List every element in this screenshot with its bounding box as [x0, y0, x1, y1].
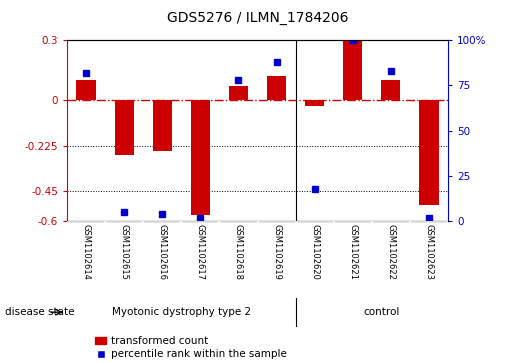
Text: GSM1102616: GSM1102616 — [158, 224, 167, 280]
Text: GSM1102623: GSM1102623 — [424, 224, 434, 280]
Text: GSM1102618: GSM1102618 — [234, 224, 243, 280]
Bar — [153, 101, 172, 151]
Legend: transformed count, percentile rank within the sample: transformed count, percentile rank withi… — [91, 332, 291, 363]
Bar — [305, 101, 324, 106]
Text: GSM1102617: GSM1102617 — [196, 224, 205, 280]
Text: GDS5276 / ILMN_1784206: GDS5276 / ILMN_1784206 — [167, 11, 348, 25]
Text: GSM1102622: GSM1102622 — [386, 224, 396, 280]
Text: GSM1102614: GSM1102614 — [81, 224, 91, 280]
Bar — [191, 101, 210, 215]
Text: GSM1102620: GSM1102620 — [310, 224, 319, 280]
Bar — [229, 86, 248, 101]
Bar — [267, 76, 286, 101]
Text: GSM1102615: GSM1102615 — [119, 224, 129, 280]
Text: GSM1102621: GSM1102621 — [348, 224, 357, 280]
Text: control: control — [363, 307, 400, 317]
Bar — [344, 41, 363, 101]
Bar — [76, 80, 96, 101]
Bar — [419, 101, 439, 205]
Text: disease state: disease state — [5, 307, 75, 317]
Text: Myotonic dystrophy type 2: Myotonic dystrophy type 2 — [112, 307, 251, 317]
Bar — [382, 80, 401, 101]
Bar — [114, 101, 134, 155]
Text: GSM1102619: GSM1102619 — [272, 224, 281, 280]
